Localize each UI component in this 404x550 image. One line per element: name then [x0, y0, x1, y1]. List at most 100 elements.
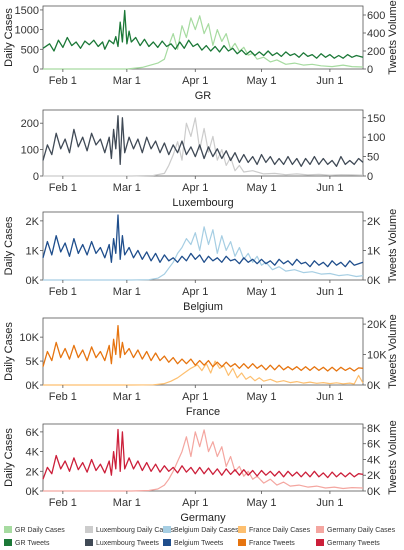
y-tick-label: 0K — [26, 486, 40, 498]
panel-title: GR — [195, 90, 212, 102]
y2-tick-label: 0 — [367, 64, 373, 76]
y2-tick-label: 10K — [367, 350, 387, 362]
y2-tick-label: 2K — [367, 216, 381, 228]
x-tick-label: May 1 — [246, 75, 276, 87]
y-tick-label: 1K — [26, 245, 40, 257]
y-tick-label: 100 — [21, 145, 39, 157]
y-tick-label: 4K — [26, 447, 40, 459]
panel-germany: Feb 1 Mar 1 Apr 1 May 1 Jun 1 0K 2K 4K 6K 0K 2K 4K 6… — [3, 420, 399, 524]
x-tick-label: Jun 1 — [316, 182, 343, 194]
y-tick-label: 2K — [26, 216, 40, 228]
panel-title: Luxembourg — [172, 197, 233, 209]
legend-label: GR Tweets — [15, 540, 50, 547]
legend-swatch — [4, 526, 12, 533]
legend: GR Daily Cases GR Tweets Luxembourg Daily … — [4, 526, 396, 547]
y-tick-label: 1000 — [15, 25, 39, 37]
legend-label: Belgium Daily Cases — [174, 527, 239, 534]
legend-swatch — [85, 526, 93, 533]
panel-luxembourg: Feb 1 Mar 1 Apr 1 May 1 Jun 1 0 100 200 0 50 100 15… — [21, 109, 385, 209]
legend-swatch — [238, 539, 246, 546]
legend-item-gr-tweets: GR Tweets — [4, 539, 50, 547]
x-tick-label: Feb 1 — [49, 286, 77, 298]
y-tick-label: 6K — [26, 427, 40, 439]
legend-label: France Tweets — [249, 540, 295, 547]
y-axis-label: Daily Cases — [3, 216, 15, 275]
legend-item-gr-cases: GR Daily Cases — [4, 526, 65, 534]
x-tick-label: Mar 1 — [113, 182, 141, 194]
legend-label: France Daily Cases — [249, 527, 311, 534]
cases-line-germany — [43, 429, 364, 492]
y2-tick-label: 6K — [367, 439, 381, 451]
panel-title: France — [186, 406, 220, 418]
legend-swatch — [163, 526, 171, 533]
legend-label: Germany Tweets — [327, 540, 380, 547]
y-tick-label: 0K — [26, 275, 40, 287]
tweets-line-belgium — [42, 214, 364, 268]
tweets-line-germany — [42, 428, 364, 480]
plot-frame — [42, 5, 364, 70]
cases-line-belgium — [43, 226, 364, 281]
panel-france: Feb 1 Mar 1 Apr 1 May 1 Jun 1 0K 5K 10K 0K 10K 20K… — [3, 314, 399, 418]
y2-tick-label: 8K — [367, 423, 381, 435]
x-tick-label: Feb 1 — [49, 391, 77, 403]
y-tick-label: 1500 — [15, 5, 39, 17]
x-tick-label: Apr 1 — [182, 391, 208, 403]
y-tick-label: 200 — [21, 118, 39, 130]
legend-item-france-tweets: France Tweets — [238, 539, 295, 547]
y2-tick-label: 0K — [367, 275, 381, 287]
legend-item-germany-cases: Germany Daily Cases — [316, 526, 396, 534]
y2-tick-label: 1K — [367, 245, 381, 257]
x-tick-label: Jun 1 — [316, 497, 343, 509]
x-tick-label: Apr 1 — [182, 75, 208, 87]
tweets-line-gr — [42, 9, 364, 59]
plot-frame — [42, 211, 364, 281]
y2-tick-label: 20K — [367, 319, 387, 331]
x-tick-label: May 1 — [246, 182, 276, 194]
y2-axis-label: Tweets Volume — [387, 0, 399, 75]
legend-label: Germany Daily Cases — [327, 527, 396, 534]
x-tick-label: Mar 1 — [113, 286, 141, 298]
legend-item-germany-tweets: Germany Tweets — [316, 539, 380, 547]
y2-tick-label: 0 — [367, 171, 373, 183]
panel-title: Germany — [180, 512, 226, 524]
plot-frame — [42, 423, 364, 492]
x-tick-label: Feb 1 — [49, 182, 77, 194]
y-tick-label: 0 — [33, 64, 39, 76]
x-tick-label: Apr 1 — [182, 497, 208, 509]
legend-item-luxembourg-cases: Luxembourg Daily Cases — [85, 526, 175, 534]
y-tick-label: 0K — [26, 380, 40, 392]
legend-swatch — [163, 539, 171, 546]
y2-tick-label: 0K — [367, 486, 381, 498]
y2-tick-label: 600 — [367, 10, 385, 22]
x-tick-label: Apr 1 — [182, 182, 208, 194]
legend-item-france-cases: France Daily Cases — [238, 526, 311, 534]
legend-item-luxembourg-tweets: Luxembourg Tweets — [85, 539, 159, 547]
y-axis-label: Daily Cases — [3, 8, 15, 67]
cases-line-gr — [43, 15, 364, 70]
legend-swatch — [238, 526, 246, 533]
y-tick-label: 500 — [21, 44, 39, 56]
tweets-line-france — [42, 324, 364, 372]
tweets-line-luxembourg — [42, 115, 364, 167]
legend-swatch — [4, 539, 12, 546]
legend-swatch — [85, 539, 93, 546]
cases-line-luxembourg — [43, 117, 364, 177]
panel-title: Belgium — [183, 301, 223, 313]
x-tick-label: Jun 1 — [316, 286, 343, 298]
legend-label: GR Daily Cases — [15, 527, 65, 534]
y-tick-label: 10K — [19, 332, 39, 344]
y2-axis-label: Tweets Volume — [387, 209, 399, 284]
x-tick-label: Mar 1 — [113, 391, 141, 403]
y2-tick-label: 150 — [367, 113, 385, 125]
y-tick-label: 2K — [26, 466, 40, 478]
x-tick-label: Jun 1 — [316, 75, 343, 87]
x-tick-label: Jun 1 — [316, 391, 343, 403]
plot-frame — [42, 109, 364, 177]
y2-tick-label: 400 — [367, 28, 385, 40]
panel-gr: Feb 1 Mar 1 Apr 1 May 1 Jun 1 0 500 1000 1500 0 20… — [3, 0, 399, 102]
legend-swatch — [316, 539, 324, 546]
legend-item-belgium-tweets: Belgium Tweets — [163, 539, 224, 547]
x-tick-label: Feb 1 — [49, 497, 77, 509]
y2-axis-label: Tweets Volume — [387, 420, 399, 495]
